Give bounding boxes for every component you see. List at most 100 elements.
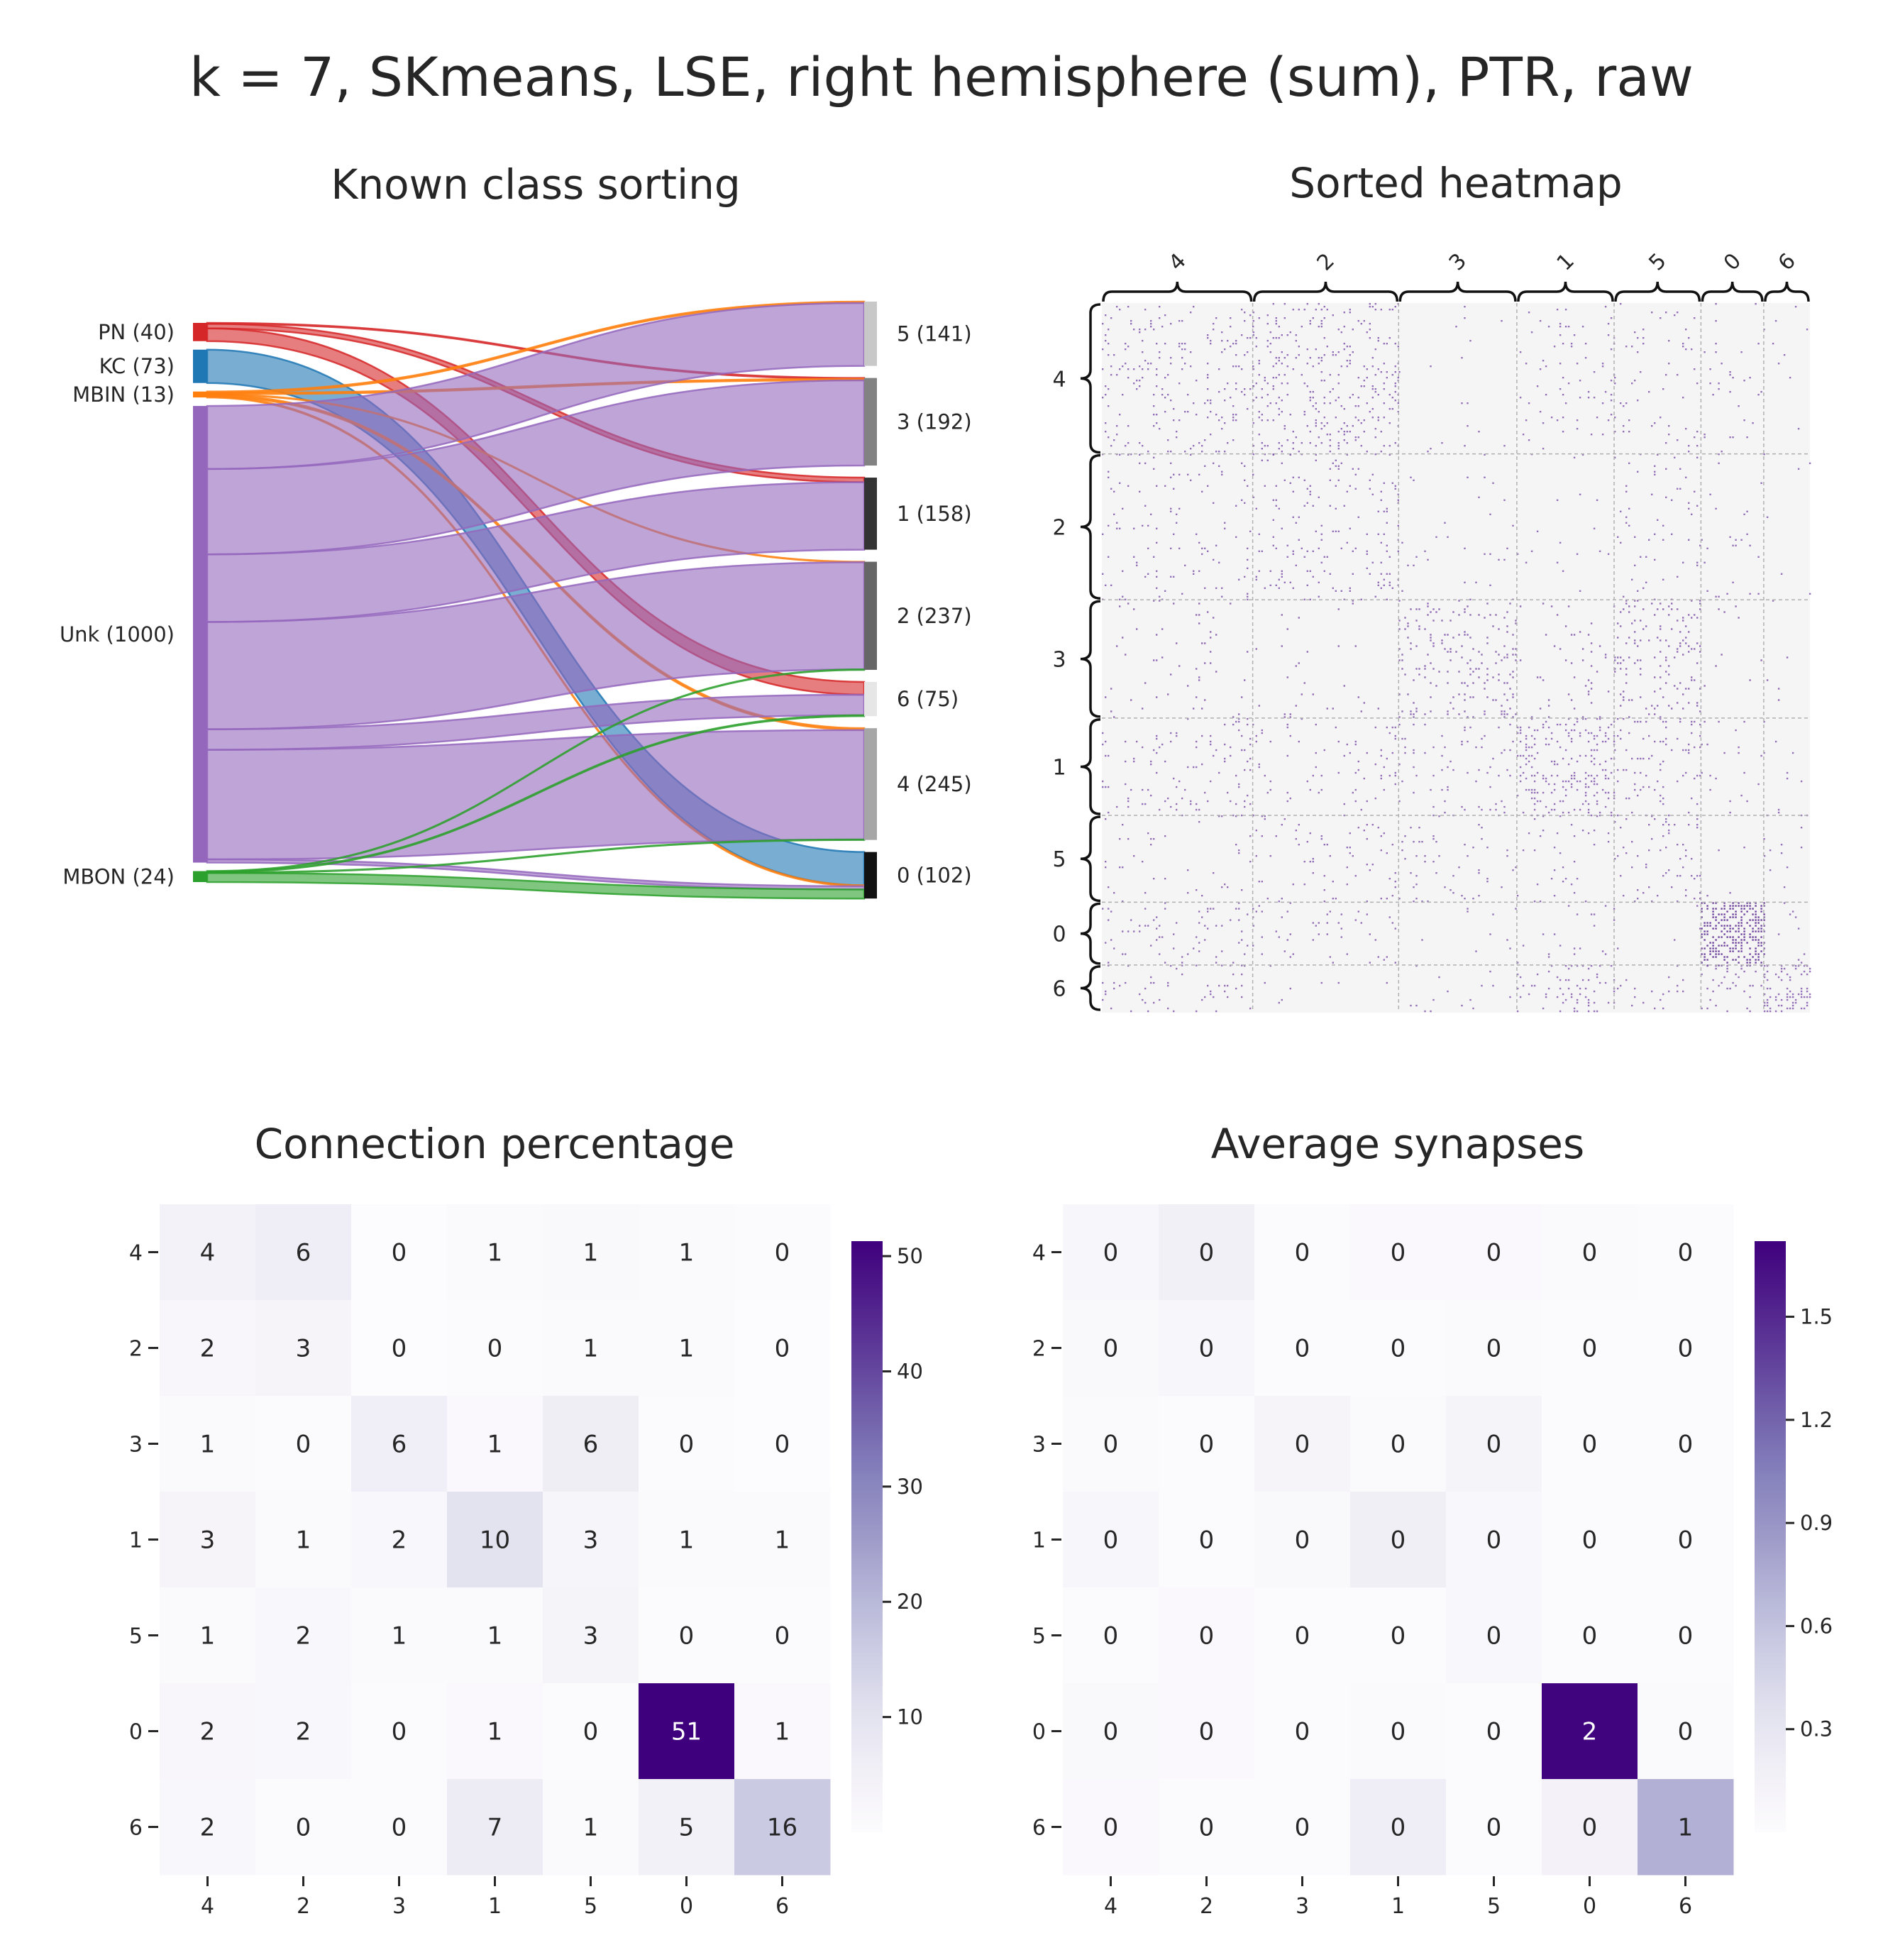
heatmap-cell	[639, 1492, 735, 1588]
sankey-target-label: 2 (237)	[897, 604, 972, 628]
colorbar-tick-label: 0.6	[1800, 1614, 1833, 1638]
heatmap-xtick-label: 4	[1104, 1894, 1117, 1919]
cluster-brace-top	[1252, 281, 1399, 302]
sankey-source-label: MBON (24)	[62, 864, 175, 888]
heatmap-cell-label: 1	[679, 1526, 695, 1555]
heatmap-cell-label: 3	[296, 1335, 311, 1363]
heatmap-cell	[639, 1779, 735, 1876]
cluster-brace-left	[1080, 965, 1101, 1011]
heatmap-cell-label: 1	[392, 1622, 407, 1651]
sorted-heatmap-left-label: 0	[1052, 923, 1066, 947]
heatmap-cell	[639, 1300, 735, 1397]
sorted-heatmap-block	[1516, 717, 1616, 817]
heatmap-cell	[1254, 1300, 1351, 1397]
heatmap-cell-label: 2	[200, 1335, 216, 1363]
sorted-heatmap-top-label: 5	[1644, 248, 1671, 275]
heatmap-cell-label: 0	[1199, 1526, 1215, 1555]
heatmap-cell	[255, 1300, 352, 1397]
heatmap-ytick-label: 3	[129, 1433, 143, 1458]
cluster-brace-left	[1080, 718, 1101, 815]
sankey-target-node	[864, 728, 877, 840]
heatmap-cell	[1638, 1779, 1734, 1876]
sankey-source-label: PN (40)	[98, 320, 175, 344]
heatmap-cell-label: 0	[1678, 1718, 1694, 1746]
average-synapses-panel: Average synapses 0 0 0 0 0 0 00 0 0 0 0 0 00 0 0 0 0 0 00 0…	[1032, 1120, 1833, 1919]
colorbar-tick-label: 1.5	[1800, 1305, 1833, 1329]
sankey-target-label: 3 (192)	[897, 409, 972, 434]
heatmap-cell-label: 0	[1486, 1814, 1502, 1842]
heatmap-cell-label: 0	[1678, 1431, 1694, 1459]
sankey-panel: Known class sorting PN (40) KC (73) MBIN (…	[60, 160, 972, 900]
heatmap-cell-label: 0	[1103, 1526, 1119, 1555]
sorted-heatmap-left-label: 2	[1052, 515, 1066, 540]
heatmap-cell	[1350, 1300, 1447, 1397]
heatmap-ytick-label: 2	[1032, 1337, 1046, 1362]
heatmap-cell	[1446, 1779, 1542, 1876]
heatmap-cell-label: 2	[296, 1622, 311, 1651]
heatmap-cell	[160, 1204, 256, 1301]
heatmap-cell-label: 16	[767, 1814, 797, 1842]
sankey-source-label: Unk (1000)	[60, 622, 175, 646]
heatmap-cell-label: 6	[392, 1431, 407, 1459]
sorted-heatmap-left-label: 6	[1052, 976, 1066, 1001]
heatmap-cell-label: 1	[775, 1718, 790, 1746]
sorted-heatmap-dots	[1102, 303, 1811, 1013]
heatmap-cell-label: 0	[1486, 1526, 1502, 1555]
sankey-link	[206, 379, 866, 556]
heatmap-cell-label: 0	[392, 1335, 407, 1363]
heatmap-ytick-label: 1	[129, 1529, 143, 1553]
heatmap-cell	[1638, 1396, 1734, 1492]
sorted-heatmap-block	[1766, 740, 1809, 817]
heatmap-cell	[255, 1779, 352, 1876]
heatmap-cell	[255, 1492, 352, 1588]
heatmap-cell	[1063, 1300, 1159, 1397]
sankey-title: Known class sorting	[331, 160, 740, 209]
heatmap-cell	[351, 1779, 448, 1876]
heatmap-cell	[351, 1300, 448, 1397]
heatmap-cell	[1350, 1587, 1447, 1684]
heatmap-cell-label: 0	[1582, 1814, 1598, 1842]
heatmap-xtick-label: 1	[1391, 1894, 1405, 1919]
heatmap-xtick-label: 6	[775, 1894, 789, 1919]
heatmap-cell-label: 0	[775, 1335, 790, 1363]
heatmap-cell-label: 0	[1295, 1431, 1310, 1459]
heatmap-cell	[160, 1779, 256, 1876]
heatmap-cell-label: 3	[583, 1622, 599, 1651]
heatmap-cell-label: 0	[1295, 1526, 1310, 1555]
heatmap-cell	[447, 1204, 543, 1301]
sankey-target-node	[864, 478, 877, 550]
sorted-heatmap-background	[1102, 303, 1810, 1013]
heatmap-cell-label: 2	[392, 1526, 407, 1555]
heatmap-cell-label: 2	[200, 1814, 216, 1842]
heatmap-cell-label: 1	[583, 1239, 599, 1267]
heatmap-cell-label: 0	[775, 1239, 790, 1267]
sorted-heatmap-top-label: 4	[1164, 248, 1191, 275]
heatmap-ytick-label: 3	[1032, 1433, 1046, 1458]
cluster-brace-left	[1080, 902, 1101, 965]
heatmap-cell-label: 0	[1199, 1239, 1215, 1267]
heatmap-cell-label: 4	[200, 1239, 216, 1267]
heatmap-cell-label: 0	[1486, 1622, 1502, 1651]
sankey-source-node	[193, 349, 207, 383]
heatmap-cell	[543, 1779, 639, 1876]
colorbar-tick-label: 40	[897, 1359, 923, 1383]
heatmap-cell	[1063, 1204, 1159, 1301]
heatmap-ytick-label: 5	[129, 1624, 143, 1649]
heatmap-cell	[734, 1683, 831, 1780]
heatmap-cell-label: 6	[296, 1239, 311, 1267]
heatmap-cell	[1063, 1779, 1159, 1876]
heatmap-ytick-label: 4	[129, 1241, 143, 1266]
heatmap-cell-label: 0	[1199, 1335, 1215, 1363]
heatmap-cell	[160, 1492, 256, 1588]
heatmap-ytick-label: 0	[129, 1720, 143, 1745]
sorted-heatmap-block	[1102, 902, 1254, 967]
heatmap-cell	[734, 1492, 831, 1588]
cluster-brace-left	[1080, 303, 1101, 454]
heatmap-cell	[1638, 1300, 1734, 1397]
heatmap-cell-label: 0	[1103, 1622, 1119, 1651]
heatmap-cell	[447, 1779, 543, 1876]
heatmap-cell-label: 1	[296, 1526, 311, 1555]
heatmap-cell-label: 0	[1103, 1718, 1119, 1746]
heatmap-cell	[1254, 1204, 1351, 1301]
heatmap-cell-label: 51	[671, 1718, 702, 1746]
